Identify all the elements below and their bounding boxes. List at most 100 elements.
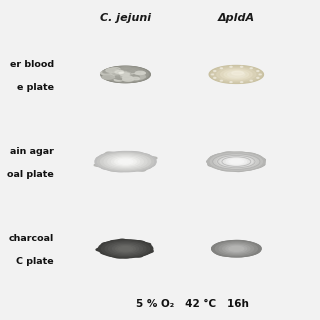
Circle shape [97, 152, 154, 171]
Circle shape [115, 76, 122, 78]
Circle shape [213, 67, 260, 82]
Circle shape [132, 77, 140, 80]
Circle shape [220, 80, 222, 81]
Circle shape [210, 153, 262, 170]
Polygon shape [207, 152, 265, 172]
Circle shape [114, 78, 123, 81]
Text: 5 % O₂   42 °C   16h: 5 % O₂ 42 °C 16h [136, 299, 248, 309]
Polygon shape [101, 66, 150, 83]
Circle shape [104, 155, 147, 169]
Circle shape [103, 70, 110, 73]
Circle shape [100, 71, 112, 75]
Circle shape [215, 242, 257, 256]
Circle shape [114, 69, 122, 72]
Text: C plate: C plate [16, 257, 54, 266]
Circle shape [220, 156, 252, 167]
Text: ΔpldA: ΔpldA [218, 12, 255, 23]
Circle shape [223, 244, 250, 253]
Circle shape [122, 74, 126, 75]
Circle shape [229, 246, 244, 251]
Circle shape [121, 72, 131, 76]
Circle shape [214, 154, 259, 169]
Circle shape [220, 69, 252, 80]
Circle shape [125, 74, 130, 76]
Circle shape [116, 245, 135, 252]
Circle shape [112, 74, 121, 77]
Circle shape [112, 72, 121, 75]
Circle shape [131, 72, 140, 76]
Circle shape [102, 241, 149, 257]
Circle shape [232, 71, 244, 75]
Circle shape [111, 157, 140, 166]
Circle shape [127, 68, 139, 73]
Circle shape [120, 74, 130, 77]
Circle shape [119, 72, 123, 73]
Circle shape [226, 245, 247, 252]
Circle shape [105, 242, 146, 255]
Circle shape [214, 77, 216, 78]
Circle shape [224, 70, 249, 78]
Text: C. jejuni: C. jejuni [100, 12, 151, 23]
Circle shape [112, 71, 120, 74]
Circle shape [111, 68, 120, 71]
Circle shape [121, 67, 132, 70]
Circle shape [111, 68, 119, 71]
Circle shape [211, 66, 262, 83]
Circle shape [125, 74, 134, 77]
Circle shape [230, 82, 232, 83]
Circle shape [123, 76, 132, 79]
Circle shape [122, 68, 134, 73]
Polygon shape [102, 67, 149, 82]
Circle shape [132, 75, 136, 76]
Circle shape [118, 69, 125, 71]
Circle shape [123, 76, 132, 79]
Circle shape [223, 157, 249, 166]
Circle shape [128, 75, 139, 79]
Circle shape [125, 73, 130, 75]
Circle shape [135, 75, 146, 78]
Circle shape [117, 76, 127, 80]
Circle shape [110, 74, 120, 77]
Circle shape [135, 71, 145, 75]
Circle shape [207, 152, 265, 171]
Text: ain agar: ain agar [10, 147, 54, 156]
Circle shape [121, 73, 126, 75]
Polygon shape [101, 66, 150, 83]
Circle shape [123, 74, 129, 76]
Text: oal plate: oal plate [7, 170, 54, 179]
Circle shape [118, 159, 133, 164]
Circle shape [115, 70, 124, 74]
Circle shape [120, 73, 129, 76]
Circle shape [120, 72, 129, 75]
Text: e plate: e plate [17, 83, 54, 92]
Circle shape [123, 77, 134, 81]
Circle shape [226, 158, 246, 165]
Circle shape [250, 80, 252, 81]
Circle shape [125, 71, 138, 76]
Circle shape [241, 82, 243, 83]
Polygon shape [212, 241, 261, 257]
Circle shape [105, 74, 111, 76]
Circle shape [257, 77, 259, 78]
Circle shape [112, 75, 118, 77]
Circle shape [104, 76, 109, 77]
Circle shape [115, 158, 136, 165]
Circle shape [109, 243, 142, 254]
Circle shape [109, 68, 118, 71]
Circle shape [124, 74, 132, 77]
Circle shape [113, 244, 139, 253]
Circle shape [123, 73, 131, 76]
Circle shape [219, 243, 253, 254]
Circle shape [132, 76, 144, 79]
Circle shape [104, 74, 116, 78]
Circle shape [211, 74, 213, 75]
Circle shape [217, 68, 256, 81]
Circle shape [95, 152, 156, 172]
Circle shape [114, 73, 123, 76]
Circle shape [124, 74, 134, 77]
Circle shape [122, 76, 128, 78]
Circle shape [212, 241, 261, 257]
Circle shape [100, 153, 151, 170]
Circle shape [250, 68, 252, 69]
Text: charcoal: charcoal [9, 234, 54, 243]
